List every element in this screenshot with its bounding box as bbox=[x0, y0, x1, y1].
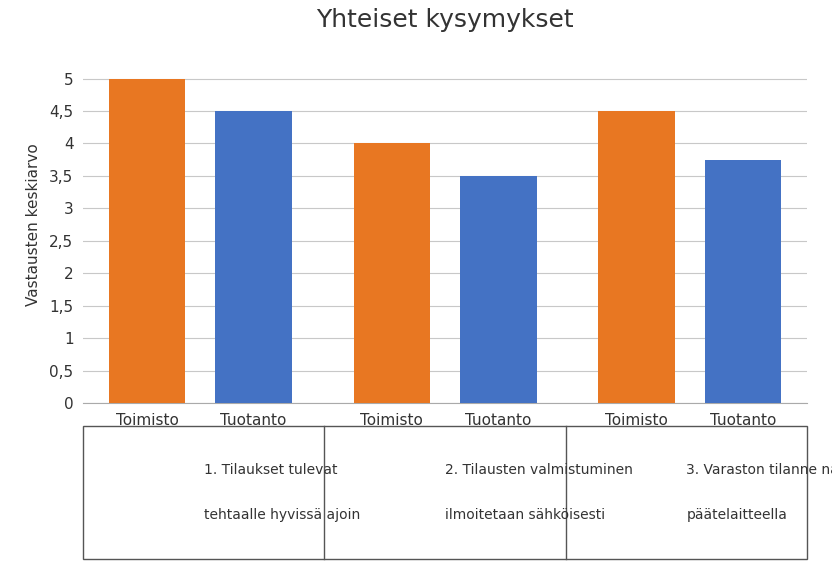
Y-axis label: Vastausten keskiarvo: Vastausten keskiarvo bbox=[26, 143, 41, 306]
Bar bbox=[354, 143, 430, 403]
Title: Yhteiset kysymykset: Yhteiset kysymykset bbox=[316, 7, 574, 32]
Bar bbox=[705, 160, 781, 403]
Text: 1. Tilaukset tulevat

tehtaalle hyvissä ajoin: 1. Tilaukset tulevat tehtaalle hyvissä a… bbox=[204, 463, 360, 522]
Bar bbox=[460, 176, 537, 403]
Text: 3. Varaston tilanne näkyy

päätelaitteella: 3. Varaston tilanne näkyy päätelaitteell… bbox=[686, 463, 832, 522]
Bar bbox=[598, 111, 675, 403]
Text: 2. Tilausten valmistuminen

ilmoitetaan sähköisesti: 2. Tilausten valmistuminen ilmoitetaan s… bbox=[445, 463, 633, 522]
Bar bbox=[215, 111, 292, 403]
Bar bbox=[109, 78, 186, 403]
